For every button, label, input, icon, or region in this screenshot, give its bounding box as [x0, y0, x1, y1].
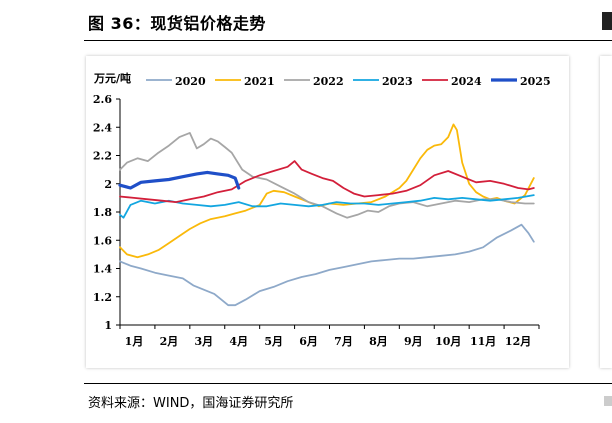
legend-label-2023: 2023 [382, 75, 413, 88]
source-divider [84, 383, 612, 384]
x-tick-label: 10月 [435, 335, 461, 348]
series-line-2025 [118, 170, 241, 190]
source-note: 资料来源：WIND，国海证券研究所 [88, 396, 294, 411]
legend-label-2021: 2021 [244, 75, 275, 88]
y-tick-label: 2.6 [93, 93, 112, 106]
x-tick-label: 2月 [160, 335, 179, 348]
adjacent-source-fragment [604, 396, 612, 406]
y-tick-label: 1.8 [93, 206, 112, 219]
series-line-2023 [119, 194, 535, 219]
legend-label-2025: 2025 [520, 75, 551, 88]
x-tick-label: 6月 [299, 335, 318, 348]
x-tick-label: 8月 [369, 335, 388, 348]
adjacent-chart-panel-fragment [600, 56, 612, 368]
y-unit-label: 万元/吨 [93, 71, 131, 85]
x-tick-label: 1月 [125, 335, 144, 348]
title-divider [84, 40, 612, 41]
series-line-2024 [119, 160, 535, 203]
x-tick-label: 9月 [404, 335, 423, 348]
y-tick-label: 1.6 [93, 234, 112, 247]
y-tick-label: 2.4 [93, 121, 112, 134]
x-tick-label: 7月 [334, 335, 353, 348]
legend-label-2020: 2020 [175, 75, 206, 88]
y-tick-label: 1.2 [93, 291, 112, 304]
x-tick-label: 4月 [229, 335, 248, 348]
y-tick-label: 2.2 [93, 150, 112, 163]
line-chart: 1 1.2 1.4 1.6 1.8 2 2.2 2.4 2.6 1月 2月 3月 4月 5月 6月 7月 8月 9… [93, 71, 551, 348]
series-line-2020 [119, 223, 535, 307]
series-line-2021 [119, 123, 535, 259]
y-tick-label: 1.4 [93, 263, 112, 276]
y-tick-label: 1 [104, 319, 112, 332]
legend-label-2024: 2024 [451, 75, 482, 88]
x-tick-label: 3月 [195, 335, 214, 348]
series-line-2022 [119, 132, 535, 219]
chart-panel: 1 1.2 1.4 1.6 1.8 2 2.2 2.4 2.6 1月 2月 3月 4月 5月 6月 7月 8月 9… [86, 56, 569, 368]
x-tick-label: 12月 [505, 335, 531, 348]
y-tick-label: 2 [104, 178, 112, 191]
x-tick-label: 11月 [470, 335, 496, 348]
adjacent-figure-title-fragment [602, 12, 612, 30]
figure-title: 图 36：现货铝价格走势 [88, 14, 266, 33]
x-tick-label: 5月 [264, 335, 283, 348]
legend-label-2022: 2022 [313, 75, 344, 88]
